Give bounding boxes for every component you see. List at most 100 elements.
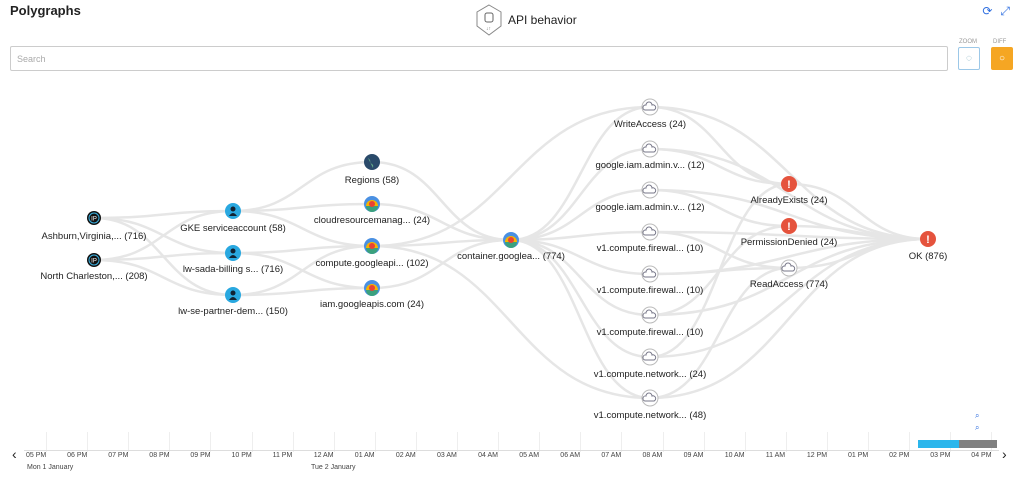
timeline-tick: 07 PM — [108, 452, 129, 459]
error-icon[interactable]: ! — [920, 231, 936, 247]
graph-edge — [649, 105, 929, 241]
timeline-tick: 06 PM — [67, 452, 88, 459]
graph-edge — [232, 160, 373, 213]
timeline-gridline — [128, 432, 130, 452]
timeline-gridline — [333, 432, 335, 452]
node-label[interactable]: container.googlea... (774) — [457, 251, 565, 262]
node-label[interactable]: v1.compute.network... (48) — [593, 410, 707, 421]
google-cloud-icon[interactable] — [364, 196, 380, 212]
api-cloud-icon[interactable] — [641, 98, 659, 116]
node-label[interactable]: WriteAccess (24) — [613, 119, 687, 130]
error-icon[interactable]: ! — [781, 218, 797, 234]
date-label: Mon 1 January — [27, 464, 74, 471]
graph-edge — [93, 209, 234, 262]
timeline-tick: 05 AM — [519, 452, 540, 459]
graph-edge — [232, 202, 373, 213]
search-input[interactable] — [10, 46, 948, 71]
timeline-tick: 09 PM — [190, 452, 211, 459]
node-label[interactable]: v1.compute.firewal... (10) — [596, 327, 704, 338]
node-label[interactable]: iam.googleapis.com (24) — [319, 299, 425, 310]
node-label[interactable]: North Charleston,... (208) — [40, 271, 148, 282]
graph-edge — [510, 238, 651, 276]
ip-pin-icon[interactable]: IP — [87, 211, 101, 225]
timeline-gridline — [580, 432, 582, 452]
google-cloud-icon[interactable] — [503, 232, 519, 248]
timeline-tick: 04 AM — [478, 452, 498, 459]
timeline[interactable]: ‹ › 05 PM 06 PM 07 PM 08 PM 09 PM 10 PM 11 PM 1… — [0, 430, 1024, 477]
refresh-icon[interactable]: ⟳ — [982, 4, 993, 18]
user-icon[interactable] — [225, 203, 241, 219]
node-label[interactable]: google.iam.admin.v... (12) — [595, 160, 705, 171]
svg-text:IP: IP — [91, 217, 97, 223]
graph-edge — [510, 238, 651, 359]
api-cloud-icon[interactable] — [641, 140, 659, 158]
globe-icon[interactable] — [364, 154, 380, 170]
view-title-text: API behavior — [508, 13, 577, 27]
expand-icon[interactable]: ⤢ — [1000, 4, 1010, 18]
node-label[interactable]: ReadAccess (774) — [749, 279, 829, 290]
timeline-gridline — [868, 432, 869, 452]
timeline-diff-range[interactable] — [959, 440, 997, 448]
graph-edge — [649, 266, 790, 400]
zoom-button[interactable]: ◌ — [958, 47, 980, 70]
node-label[interactable]: google.iam.admin.v... (12) — [595, 202, 705, 213]
timeline-gridline — [744, 432, 746, 452]
graph-edge — [93, 251, 234, 262]
node-label[interactable]: v1.compute.firewal... (10) — [596, 285, 704, 296]
polygraph-canvas[interactable]: IP IP!!! — [0, 80, 1024, 425]
zoom-in-icon[interactable]: ⌕ — [975, 411, 980, 420]
graph-edge — [371, 238, 512, 290]
user-icon[interactable] — [225, 287, 241, 303]
user-icon[interactable] — [225, 245, 241, 261]
zoom-out-icon[interactable]: ⌕ — [975, 423, 980, 432]
node-label[interactable]: lw-sada-billing s... (716) — [182, 264, 284, 275]
graph-edge — [788, 182, 929, 241]
api-cloud-icon[interactable] — [641, 223, 659, 241]
zoom-icon: ◌ — [966, 53, 972, 64]
timeline-tick: 01 PM — [848, 452, 869, 459]
timeline-gridline — [539, 432, 541, 452]
timeline-tick: 02 PM — [889, 452, 910, 459]
api-cloud-icon[interactable] — [641, 389, 659, 407]
node-label[interactable]: Ashburn,Virginia,... (716) — [41, 231, 147, 242]
graph-edge — [371, 202, 512, 242]
timeline-next-icon[interactable]: › — [1002, 446, 1007, 462]
node-label[interactable]: compute.googleapi... (102) — [315, 258, 429, 269]
node-label[interactable]: AlreadyExists (24) — [750, 195, 828, 206]
diff-toggle[interactable]: ○ — [991, 47, 1013, 70]
google-cloud-icon[interactable] — [364, 238, 380, 254]
timeline-gridline — [909, 432, 911, 452]
timeline-gridline — [292, 432, 294, 452]
api-cloud-icon[interactable] — [641, 306, 659, 324]
google-cloud-icon[interactable] — [364, 280, 380, 296]
node-label[interactable]: v1.compute.firewal... (10) — [596, 243, 704, 254]
graph-edge — [649, 147, 929, 241]
graph-edge — [788, 224, 929, 241]
svg-text:!: ! — [926, 234, 930, 246]
node-label[interactable]: cloudresourcemanag... (24) — [313, 215, 431, 226]
graph-edge — [510, 147, 651, 242]
timeline-gridline — [415, 432, 417, 452]
node-label[interactable]: v1.compute.network... (24) — [593, 369, 707, 380]
timeline-gridline — [621, 432, 623, 452]
node-label[interactable]: lw-se-partner-dem... (150) — [178, 306, 288, 317]
timeline-gridline — [169, 432, 171, 452]
timeline-tick: 09 AM — [683, 452, 704, 459]
graph-edge — [371, 244, 651, 400]
node-label[interactable]: OK (876) — [908, 251, 948, 262]
node-label[interactable]: Regions (58) — [344, 175, 400, 186]
graph-edge — [510, 105, 651, 242]
svg-text:!: ! — [787, 221, 791, 233]
error-icon[interactable]: ! — [781, 176, 797, 192]
node-label[interactable]: GKE serviceaccount (58) — [180, 223, 286, 234]
node-label[interactable]: PermissionDenied (24) — [740, 237, 838, 248]
api-cloud-icon[interactable] — [641, 181, 659, 199]
api-cloud-icon[interactable] — [641, 265, 659, 283]
ip-pin-icon[interactable]: IP — [87, 253, 101, 267]
timeline-tick: 08 AM — [642, 452, 663, 459]
api-cloud-icon[interactable] — [641, 348, 659, 366]
timeline-selected-range[interactable] — [918, 440, 959, 448]
timeline-tick: 10 PM — [231, 452, 252, 459]
timeline-prev-icon[interactable]: ‹ — [12, 446, 17, 462]
api-cloud-icon[interactable] — [780, 259, 798, 277]
